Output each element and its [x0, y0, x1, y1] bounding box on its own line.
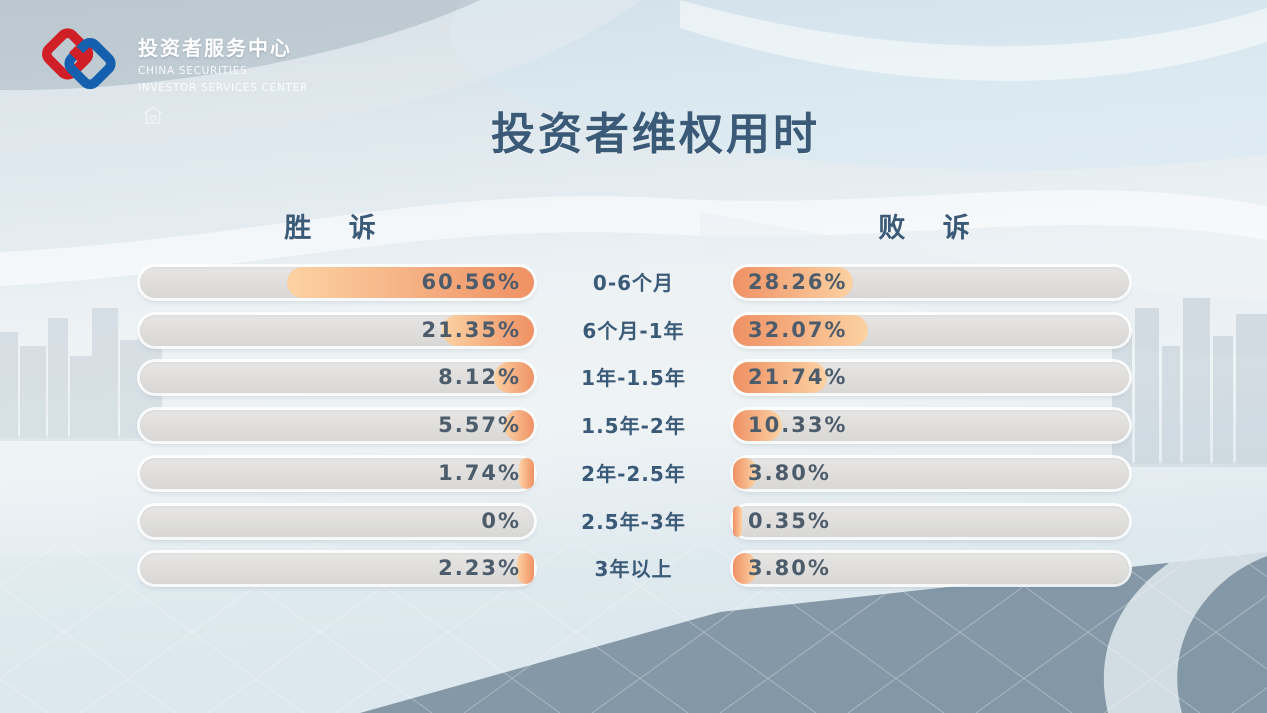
lose-bar-value: 10.33% — [748, 413, 848, 438]
win-bar-value: 1.74% — [438, 460, 521, 485]
lose-bar-value: 3.80% — [748, 460, 831, 485]
lose-bar: 3.80% — [733, 553, 1129, 585]
win-bar-fill — [504, 410, 534, 442]
win-bar-value: 0% — [481, 508, 521, 533]
lose-bar-value: 21.74% — [748, 365, 848, 390]
win-bar-value: 5.57% — [438, 413, 521, 438]
bar-row: 8.12% 1年-1.5年 21.74% — [0, 362, 1267, 394]
bar-row: 0% 2.5年-3年 0.35% — [0, 505, 1267, 538]
lose-bar-value: 3.80% — [748, 556, 831, 581]
win-bar-fill — [441, 314, 534, 346]
category-label: 3年以上 — [594, 557, 673, 582]
win-bar: 2.23% — [140, 553, 534, 585]
win-bar: 21.35% — [140, 314, 534, 346]
category-label: 2.5年-3年 — [581, 509, 686, 534]
win-bar: 1.74% — [140, 457, 534, 489]
win-bar-fill — [519, 457, 534, 489]
lose-bar: 3.80% — [733, 457, 1129, 489]
lose-bar: 28.26% — [733, 267, 1129, 298]
bar-row: 2.23% 3年以上 3.80% — [0, 553, 1267, 585]
win-bar-fill — [494, 362, 534, 394]
lose-bar-fill — [733, 553, 757, 585]
lose-bar-fill — [733, 267, 853, 298]
series-header-lose: 败 诉 — [878, 213, 984, 244]
lose-bar-value: 32.07% — [748, 317, 848, 342]
category-label: 1年-1.5年 — [581, 366, 686, 391]
bar-row: 60.56% 0-6个月 28.26% — [0, 267, 1267, 299]
lose-bar-value: 0.35% — [748, 508, 831, 533]
lose-bar-fill — [733, 410, 782, 442]
bar-row: 21.35% 6个月-1年 32.07% — [0, 314, 1267, 347]
bar-row: 1.74% 2年-2.5年 3.80% — [0, 457, 1267, 490]
win-bar: 60.56% — [140, 267, 534, 298]
win-bar: 5.57% — [140, 410, 534, 442]
csisc-logo-icon — [42, 28, 116, 90]
brand-name-cn: 投资者服务中心 — [138, 36, 292, 60]
win-bar-value: 60.56% — [421, 270, 521, 294]
lose-bar-fill — [733, 362, 828, 394]
win-bar: 8.12% — [140, 362, 534, 394]
category-label: 2年-2.5年 — [581, 461, 686, 486]
lose-bar: 21.74% — [733, 362, 1129, 394]
skyline-left-graphic — [0, 308, 170, 441]
category-label: 0-6个月 — [592, 271, 675, 295]
page-title: 投资者维权用时 — [491, 109, 820, 160]
win-bar-fill — [287, 267, 534, 298]
win-bar-fill — [517, 553, 534, 585]
win-bar-value: 21.35% — [421, 317, 521, 342]
bar-row: 5.57% 1.5年-2年 10.33% — [0, 410, 1267, 442]
lose-bar-fill — [733, 314, 868, 346]
brand-name-en-line2: INVESTOR SERVICES CENTER — [138, 82, 308, 94]
lose-bar: 10.33% — [733, 410, 1129, 442]
win-bar-value: 2.23% — [438, 556, 521, 581]
bars-chart: 60.56% 0-6个月 28.26% 21.35% 6个月-1年 32.07% 8.12%… — [0, 267, 1267, 637]
win-bar-value: 8.12% — [438, 365, 521, 390]
lose-bar: 0.35% — [733, 505, 1129, 537]
win-bar: 0% — [140, 505, 534, 537]
series-header-win: 胜 诉 — [284, 213, 390, 244]
brand-header: 投资者服务中心 CHINA SECURITIES INVESTOR SERVIC… — [38, 24, 308, 95]
lose-bar: 32.07% — [733, 314, 1129, 346]
home-icon — [143, 105, 163, 124]
lose-bar-fill — [733, 505, 743, 537]
lose-bar-value: 28.26% — [748, 270, 848, 294]
brand-name-en-line1: CHINA SECURITIES — [138, 65, 248, 77]
lose-bar-fill — [733, 457, 757, 489]
brand-text: 投资者服务中心 CHINA SECURITIES INVESTOR SERVIC… — [138, 24, 308, 95]
category-label: 1.5年-2年 — [581, 414, 686, 439]
category-label: 6个月-1年 — [582, 318, 685, 343]
